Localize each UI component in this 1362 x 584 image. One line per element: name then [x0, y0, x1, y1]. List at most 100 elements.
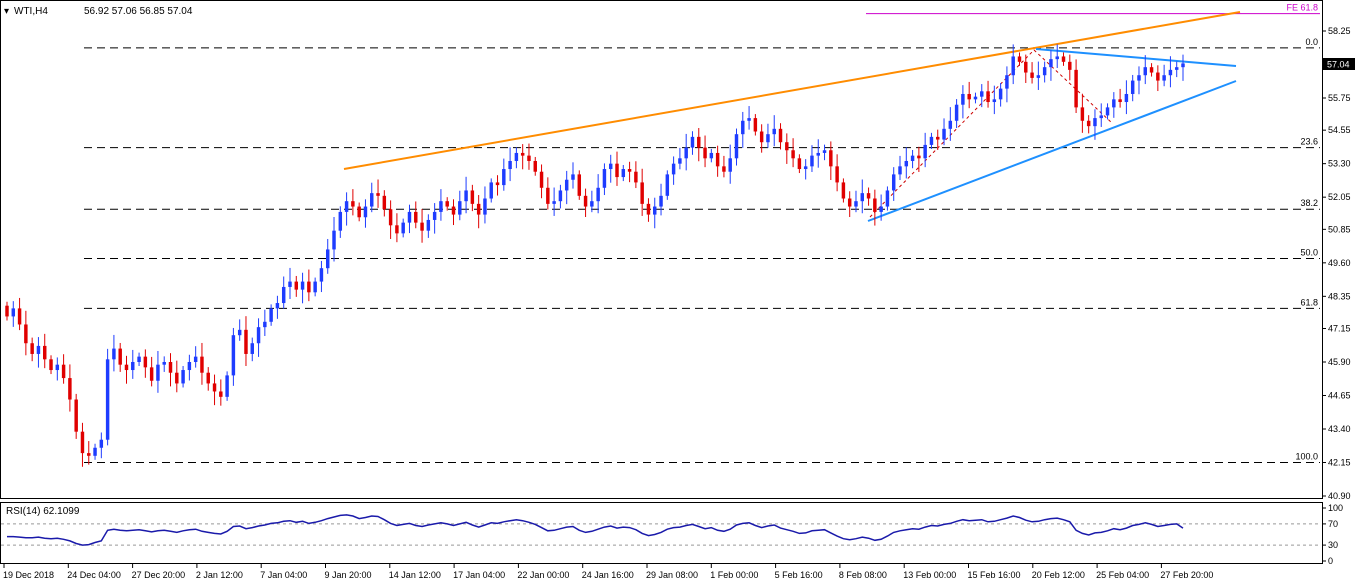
fib-level-label: 38.2	[1300, 198, 1318, 208]
candle-body	[357, 206, 361, 218]
candle-body	[382, 195, 387, 210]
price-tick-label: 54.55	[1328, 125, 1351, 135]
time-tick-label: 25 Feb 04:00	[1096, 570, 1149, 580]
candle-body	[640, 182, 644, 204]
candle-body	[558, 190, 563, 202]
header-arrow-icon: ▾	[4, 6, 9, 17]
candle-body	[747, 118, 751, 121]
candle-body	[1030, 72, 1034, 78]
candle-body	[1055, 56, 1059, 60]
price-tick-label: 44.65	[1328, 390, 1351, 400]
candle-body	[131, 361, 135, 371]
candle-body	[426, 219, 431, 231]
candle-body	[1024, 61, 1028, 73]
candle-body	[1112, 99, 1116, 108]
candle-body	[1143, 67, 1147, 76]
candle-body	[709, 152, 714, 159]
candle-body	[68, 378, 72, 400]
rsi-label: RSI(14) 62.1099	[6, 506, 80, 517]
candle-body	[759, 131, 764, 143]
candle-body	[401, 222, 405, 234]
candle-body	[980, 91, 984, 97]
candle-body	[1086, 120, 1091, 127]
candle-body	[621, 169, 626, 178]
rsi-tick-label: 0	[1328, 556, 1333, 566]
candle-body	[835, 166, 839, 183]
time-tick-label: 13 Feb 00:00	[903, 570, 956, 580]
candle-body	[785, 142, 789, 151]
candle-body	[577, 174, 582, 196]
candle-body	[200, 356, 204, 373]
candle-body	[269, 308, 273, 322]
candle-body	[615, 163, 619, 178]
candle-body	[992, 99, 997, 103]
price-tick-label: 53.30	[1328, 159, 1351, 169]
candle-body	[1093, 118, 1097, 127]
candle-body	[11, 308, 16, 317]
candle-body	[363, 206, 368, 218]
candle-body	[803, 166, 808, 170]
candle-body	[451, 206, 456, 215]
candle-body	[112, 348, 116, 360]
candle-body	[219, 391, 223, 397]
candle-body	[910, 155, 915, 161]
candle-body	[1080, 107, 1085, 121]
candle-body	[1017, 56, 1022, 62]
ohlc-readout: 56.92 57.06 56.85 57.04	[84, 6, 193, 17]
candle-body	[420, 222, 424, 231]
candle-body	[175, 372, 179, 384]
time-tick-label: 22 Jan 00:00	[517, 570, 569, 580]
candle-body	[24, 324, 28, 344]
candle-body	[237, 329, 242, 336]
candle-body	[873, 198, 877, 212]
candle-body	[300, 281, 305, 290]
candle-body	[476, 203, 481, 215]
candle-body	[514, 152, 519, 161]
candle-body	[445, 201, 449, 207]
last-price-tag: 57.04	[1327, 60, 1350, 70]
main-pane	[0, 0, 1323, 499]
time-tick-label: 7 Jan 04:00	[260, 570, 307, 580]
time-axis: 19 Dec 2018 24 Dec 04:00 27 Dec 20:00 2 Jan…	[3, 564, 1213, 580]
candle-body	[741, 120, 745, 135]
candle-body	[395, 225, 399, 234]
candle-body	[168, 361, 173, 373]
candle-body	[646, 203, 651, 215]
candle-body	[822, 150, 827, 153]
candle-body	[715, 152, 720, 167]
candle-body	[923, 144, 927, 159]
price-tick-label: 48.35	[1328, 291, 1351, 301]
fibonacci-levels: 0.0 23.6 38.2 50.0 61.8 100.0 FE 61.8	[84, 3, 1320, 463]
candle-body	[187, 361, 192, 371]
candle-body	[351, 201, 355, 207]
candle-body	[948, 120, 953, 129]
candle-body	[539, 171, 544, 188]
candle-body	[1036, 75, 1041, 78]
candle-body	[1049, 59, 1053, 68]
candle-body	[653, 206, 657, 215]
candle-body	[1124, 93, 1129, 103]
candle-body	[1105, 107, 1110, 116]
price-tick-label: 40.90	[1328, 491, 1351, 501]
candle-body	[772, 128, 776, 135]
candle-body	[464, 190, 468, 202]
candle-body	[99, 439, 104, 448]
fib-level-label: 23.6	[1300, 137, 1318, 147]
time-tick-label: 5 Feb 16:00	[775, 570, 823, 580]
price-tick-label: 52.05	[1328, 192, 1351, 202]
candle-body	[1137, 75, 1141, 81]
rsi-line	[7, 514, 1184, 546]
fib-extension-label: FE 61.8	[1286, 3, 1318, 13]
trendlines	[343, 11, 1241, 222]
candle-body	[627, 169, 632, 172]
candle-body	[904, 160, 909, 167]
candle-body	[847, 198, 852, 207]
price-tick-label: 47.15	[1328, 323, 1351, 333]
candle-body	[193, 356, 198, 362]
candle-body	[797, 158, 802, 170]
time-tick-label: 1 Feb 00:00	[710, 570, 758, 580]
candle-body	[961, 93, 965, 105]
candle-body	[734, 134, 739, 159]
candle-body	[288, 281, 292, 287]
